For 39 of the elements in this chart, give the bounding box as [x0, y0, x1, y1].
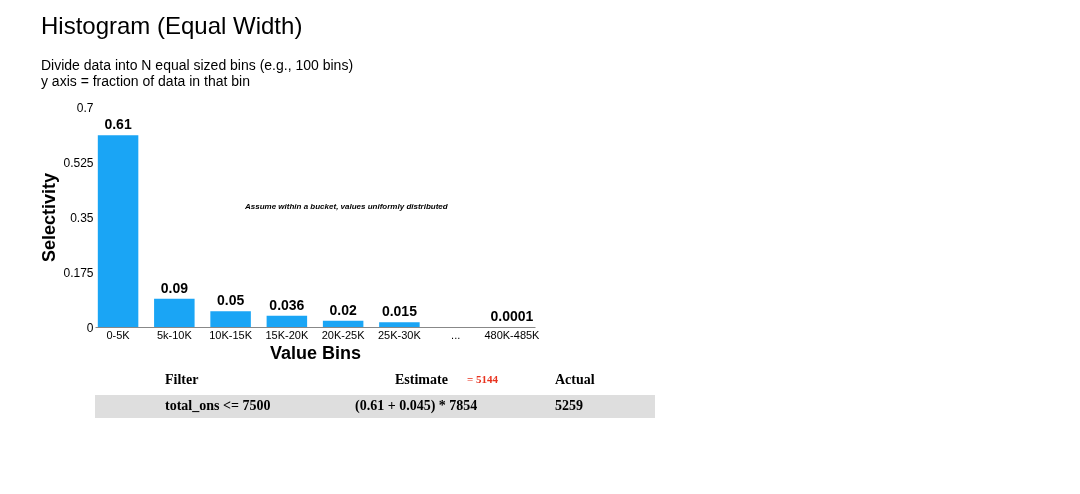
chart-title: Histogram (Equal Width) [40, 12, 303, 39]
text: Divide data into N equal sized bins (e.g., 100 bins) [40, 57, 354, 73]
y-tick-label: 0.175 [63, 265, 94, 280]
text: = 5144 [467, 373, 499, 385]
y-tick-label: 0.7 [76, 100, 94, 115]
text: Estimate [395, 372, 448, 387]
data-label: 0.015 [381, 303, 418, 320]
x-tick-label: 5k-10K [156, 328, 193, 341]
text: 5259 [555, 398, 583, 413]
data-label: 0.05 [216, 292, 245, 309]
x-tick-label: 10K-15K [209, 328, 253, 341]
data-label: 0.61 [104, 116, 132, 133]
bar [266, 315, 308, 327]
bar [97, 135, 139, 327]
bar [154, 298, 195, 327]
x-tick-label: 20K-25K [321, 328, 366, 341]
data-label: 0.09 [160, 279, 189, 296]
x-tick-label: 480K-485K [484, 328, 541, 341]
data-label: 0.02 [329, 301, 357, 318]
text: (0.61 + 0.045) * 7854 [355, 398, 478, 414]
x-axis-title: Value Bins [269, 342, 362, 363]
x-tick-label: ... [451, 328, 461, 341]
y-axis-title: Selectivity [39, 172, 60, 263]
y-tick-label: 0 [86, 320, 94, 335]
y-tick-label: 0.525 [63, 155, 94, 170]
bar [379, 322, 420, 327]
x-tick-label: 15K-20K [265, 328, 309, 341]
x-tick-label: 25K-30K [377, 328, 422, 341]
y-tick-label: 0.35 [70, 210, 94, 225]
text: total_ons <= 7500 [165, 398, 271, 413]
bar [210, 311, 251, 327]
data-label: 0.036 [269, 296, 305, 313]
annotation: Assume within a bucket, values uniformly distributed [244, 202, 449, 211]
text: Actual [555, 372, 595, 387]
text: y axis = fraction of data in that bin [40, 73, 250, 89]
data-label: 0.0001 [490, 307, 534, 324]
text: Filter [165, 372, 199, 387]
bar [322, 320, 364, 327]
x-tick-label: 0-5K [106, 328, 131, 341]
